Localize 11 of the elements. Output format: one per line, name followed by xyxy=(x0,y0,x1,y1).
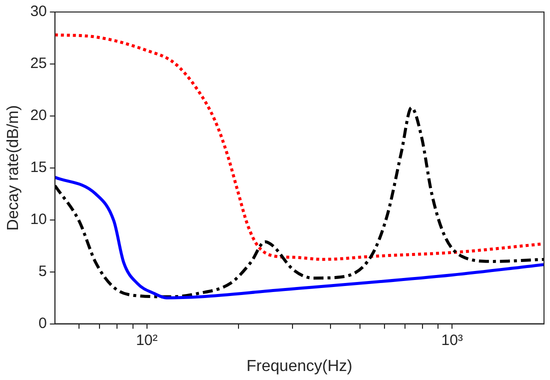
x-axis-title: Frequency(Hz) xyxy=(246,358,352,375)
x-tick-label: 10² xyxy=(136,332,158,349)
y-tick-label: 15 xyxy=(30,159,47,176)
x-tick-label: 10³ xyxy=(441,332,463,349)
y-tick-label: 25 xyxy=(30,55,47,72)
y-axis-title: Decay rate(dB/m) xyxy=(5,105,22,231)
y-tick-label: 0 xyxy=(38,314,47,332)
y-tick-label: 10 xyxy=(30,211,47,228)
y-tick-label: 5 xyxy=(38,262,47,280)
y-tick-label: 30 xyxy=(30,3,47,20)
y-tick-label: 20 xyxy=(30,107,47,124)
